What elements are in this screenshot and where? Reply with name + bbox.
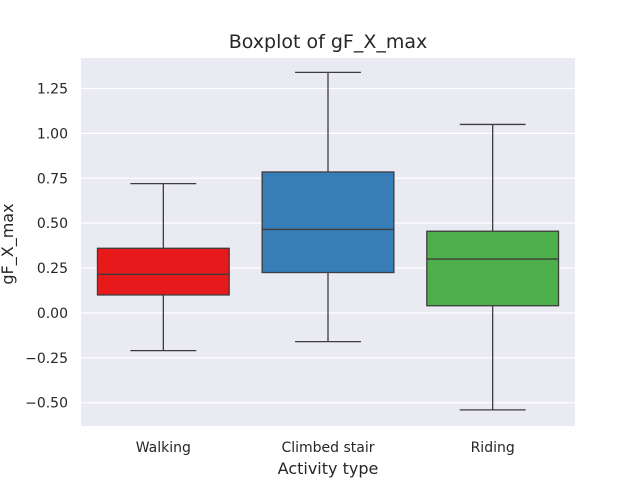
y-tick-label: 0.50: [37, 216, 68, 232]
y-tick-labels: −0.50 −0.25 0.00 0.25 0.50 0.75 1.00 1.25: [25, 82, 68, 412]
iqr-box: [261, 171, 395, 274]
y-tick-label: 0.25: [37, 261, 68, 277]
x-tick-label: Walking: [136, 440, 191, 456]
y-tick-label: −0.50: [25, 396, 68, 412]
y-tick-label: −0.25: [25, 351, 68, 367]
y-tick-label: 1.25: [37, 82, 68, 98]
box-walking: [96, 183, 230, 352]
x-axis-label: Activity type: [278, 459, 379, 478]
x-tick-label: Riding: [471, 440, 515, 456]
box-riding: [426, 123, 560, 411]
y-tick-label: 0.75: [37, 171, 68, 187]
y-tick-label: 0.00: [37, 306, 68, 322]
iqr-box: [96, 247, 230, 296]
x-tick-label: Climbed stair: [281, 440, 374, 456]
y-tick-label: 1.00: [37, 126, 68, 142]
box-group: [96, 71, 560, 411]
x-tick-labels: Walking Climbed stair Riding: [136, 440, 515, 456]
iqr-box: [426, 230, 560, 307]
chart-title: Boxplot of gF_X_max: [229, 31, 428, 53]
box-climbed-stair: [261, 71, 395, 343]
y-axis-label: gF_X_max: [0, 203, 18, 284]
